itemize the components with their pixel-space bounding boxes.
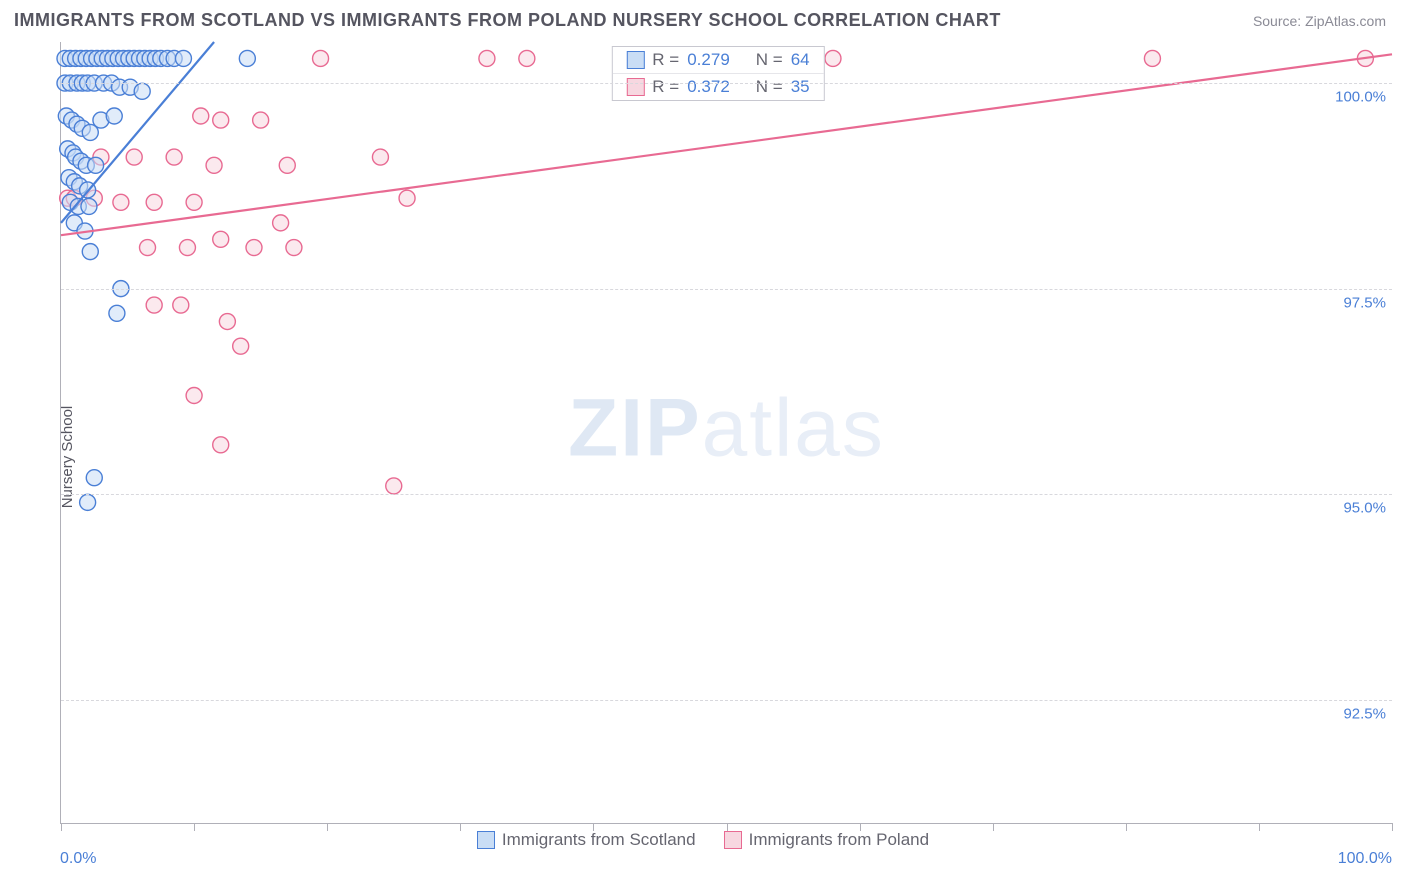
legend-r-value: 0.279 [687,50,730,70]
y-tick-label: 100.0% [1335,89,1386,106]
y-tick-label: 97.5% [1343,294,1386,311]
legend-series-name: Immigrants from Poland [749,830,929,850]
legend-swatch [724,831,742,849]
legend-r-value: 0.372 [687,77,730,97]
data-point [146,297,162,313]
data-point [213,112,229,128]
data-point [372,149,388,165]
legend-bottom: Immigrants from Scotland Immigrants from … [14,830,1392,850]
source-label: Source: ZipAtlas.com [1253,13,1386,29]
data-point [126,149,142,165]
data-point [109,305,125,321]
data-point [106,108,122,124]
data-point [173,297,189,313]
data-point [386,478,402,494]
data-point [80,494,96,510]
data-point [113,194,129,210]
data-point [81,198,97,214]
data-point [82,244,98,260]
legend-swatch [626,51,644,69]
data-point [313,50,329,66]
data-point [88,157,104,173]
gridline [61,289,1392,290]
x-tick-label-min: 0.0% [60,850,96,868]
chart-title: IMMIGRANTS FROM SCOTLAND VS IMMIGRANTS F… [14,10,1001,31]
chart-header: IMMIGRANTS FROM SCOTLAND VS IMMIGRANTS F… [0,0,1406,39]
legend-stats-row: R = 0.279 N = 64 [612,47,823,74]
data-point [273,215,289,231]
legend-series-name: Immigrants from Scotland [502,830,696,850]
x-tick [1392,823,1393,831]
data-point [193,108,209,124]
data-point [206,157,222,173]
legend-swatch [477,831,495,849]
gridline [61,700,1392,701]
legend-n-value: 35 [791,77,810,97]
legend-stats-row: R = 0.372 N = 35 [612,74,823,100]
data-point [134,83,150,99]
data-point [186,388,202,404]
data-point [86,470,102,486]
legend-r-label: R = [652,50,679,70]
data-point [479,50,495,66]
data-point [140,240,156,256]
legend-n-value: 64 [791,50,810,70]
x-tick-label-max: 100.0% [1338,850,1392,868]
y-tick-label: 92.5% [1343,705,1386,722]
legend-stats-box: R = 0.279 N = 64 R = 0.372 N = 35 [611,46,824,101]
data-point [175,50,191,66]
gridline [61,494,1392,495]
data-point [286,240,302,256]
data-point [239,50,255,66]
chart-area: Nursery School ZIPatlas R =0.279N =64R =… [14,42,1392,872]
data-point [213,231,229,247]
data-point [253,112,269,128]
data-point [246,240,262,256]
data-point [279,157,295,173]
legend-r-label: R = [652,77,679,97]
data-point [146,194,162,210]
data-point [1144,50,1160,66]
data-point [179,240,195,256]
y-tick-label: 95.0% [1343,500,1386,517]
data-point [213,437,229,453]
data-point [166,149,182,165]
legend-item: Immigrants from Poland [724,830,929,850]
data-point [519,50,535,66]
data-point [233,338,249,354]
legend-item: Immigrants from Scotland [477,830,696,850]
gridline [61,83,1392,84]
plot-svg [61,42,1392,823]
legend-n-label: N = [756,77,783,97]
legend-n-label: N = [756,50,783,70]
legend-swatch [626,78,644,96]
plot-region: ZIPatlas R =0.279N =64R =0.372N =35 92.5… [60,42,1392,824]
data-point [186,194,202,210]
data-point [399,190,415,206]
data-point [825,50,841,66]
data-point [219,314,235,330]
